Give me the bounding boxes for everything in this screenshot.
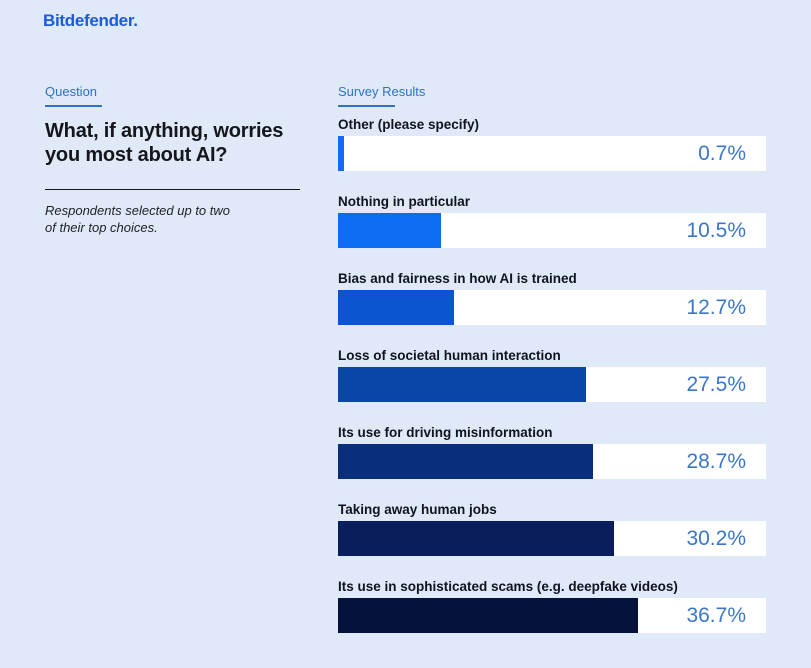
bar-fill: [338, 444, 594, 479]
bar-row: Its use for driving misinformation 28.7%: [338, 425, 766, 479]
bar-label: Loss of societal human interaction: [338, 348, 561, 363]
bar-row: Nothing in particular 10.5%: [338, 194, 766, 248]
bar-value: 27.5%: [686, 373, 746, 396]
bar-fill: [338, 136, 344, 171]
question-section-label: Question: [45, 84, 98, 99]
bitdefender-logo: Bitdefender.: [43, 11, 138, 30]
bar-value: 28.7%: [686, 450, 746, 473]
bar-label: Taking away human jobs: [338, 502, 497, 517]
bar-row: Its use in sophisticated scams (e.g. dee…: [338, 579, 766, 633]
bar-track: 10.5%: [338, 213, 766, 248]
bar-track: 28.7%: [338, 444, 766, 479]
survey-results-panel: Survey Results Other (please specify) 0.…: [338, 84, 766, 656]
bar-fill: [338, 598, 639, 633]
question-section-underline: [45, 105, 102, 107]
bar-fill: [338, 213, 441, 248]
bar-value: 30.2%: [686, 527, 746, 550]
survey-results-section-label: Survey Results: [338, 84, 426, 99]
survey-results-section-underline: [338, 105, 395, 107]
bar-value: 36.7%: [686, 604, 746, 627]
bar-track: 30.2%: [338, 521, 766, 556]
question-note: Respondents selected up to two of their …: [45, 202, 303, 236]
bar-track: 27.5%: [338, 367, 766, 402]
bar-row: Other (please specify) 0.7%: [338, 117, 766, 171]
bar-label: Other (please specify): [338, 117, 480, 132]
bar-track: 36.7%: [338, 598, 766, 633]
question-divider: [45, 189, 300, 190]
bar-value: 0.7%: [698, 142, 746, 165]
bar-fill: [338, 367, 586, 402]
bar-label: Its use in sophisticated scams (e.g. dee…: [338, 579, 678, 594]
question-note-line-1: Respondents selected up to two: [45, 203, 231, 218]
question-panel: Question What, if anything, worries you …: [45, 84, 303, 236]
bar-track: 12.7%: [338, 290, 766, 325]
question-title: What, if anything, worries you most abou…: [45, 120, 284, 166]
bar-track: 0.7%: [338, 136, 766, 171]
bar-value: 10.5%: [686, 219, 746, 242]
question-note-line-2: of their top choices.: [45, 220, 158, 235]
bar-label: Bias and fairness in how AI is trained: [338, 271, 577, 286]
bar-label: Its use for driving misinformation: [338, 425, 553, 440]
bar-rows: Other (please specify) 0.7% Nothing in p…: [338, 117, 766, 633]
bar-row: Bias and fairness in how AI is trained 1…: [338, 271, 766, 325]
bar-value: 12.7%: [686, 296, 746, 319]
bar-label: Nothing in particular: [338, 194, 471, 209]
bar-fill: [338, 521, 615, 556]
bar-fill: [338, 290, 454, 325]
bar-row: Taking away human jobs 30.2%: [338, 502, 766, 556]
bar-row: Loss of societal human interaction 27.5%: [338, 348, 766, 402]
